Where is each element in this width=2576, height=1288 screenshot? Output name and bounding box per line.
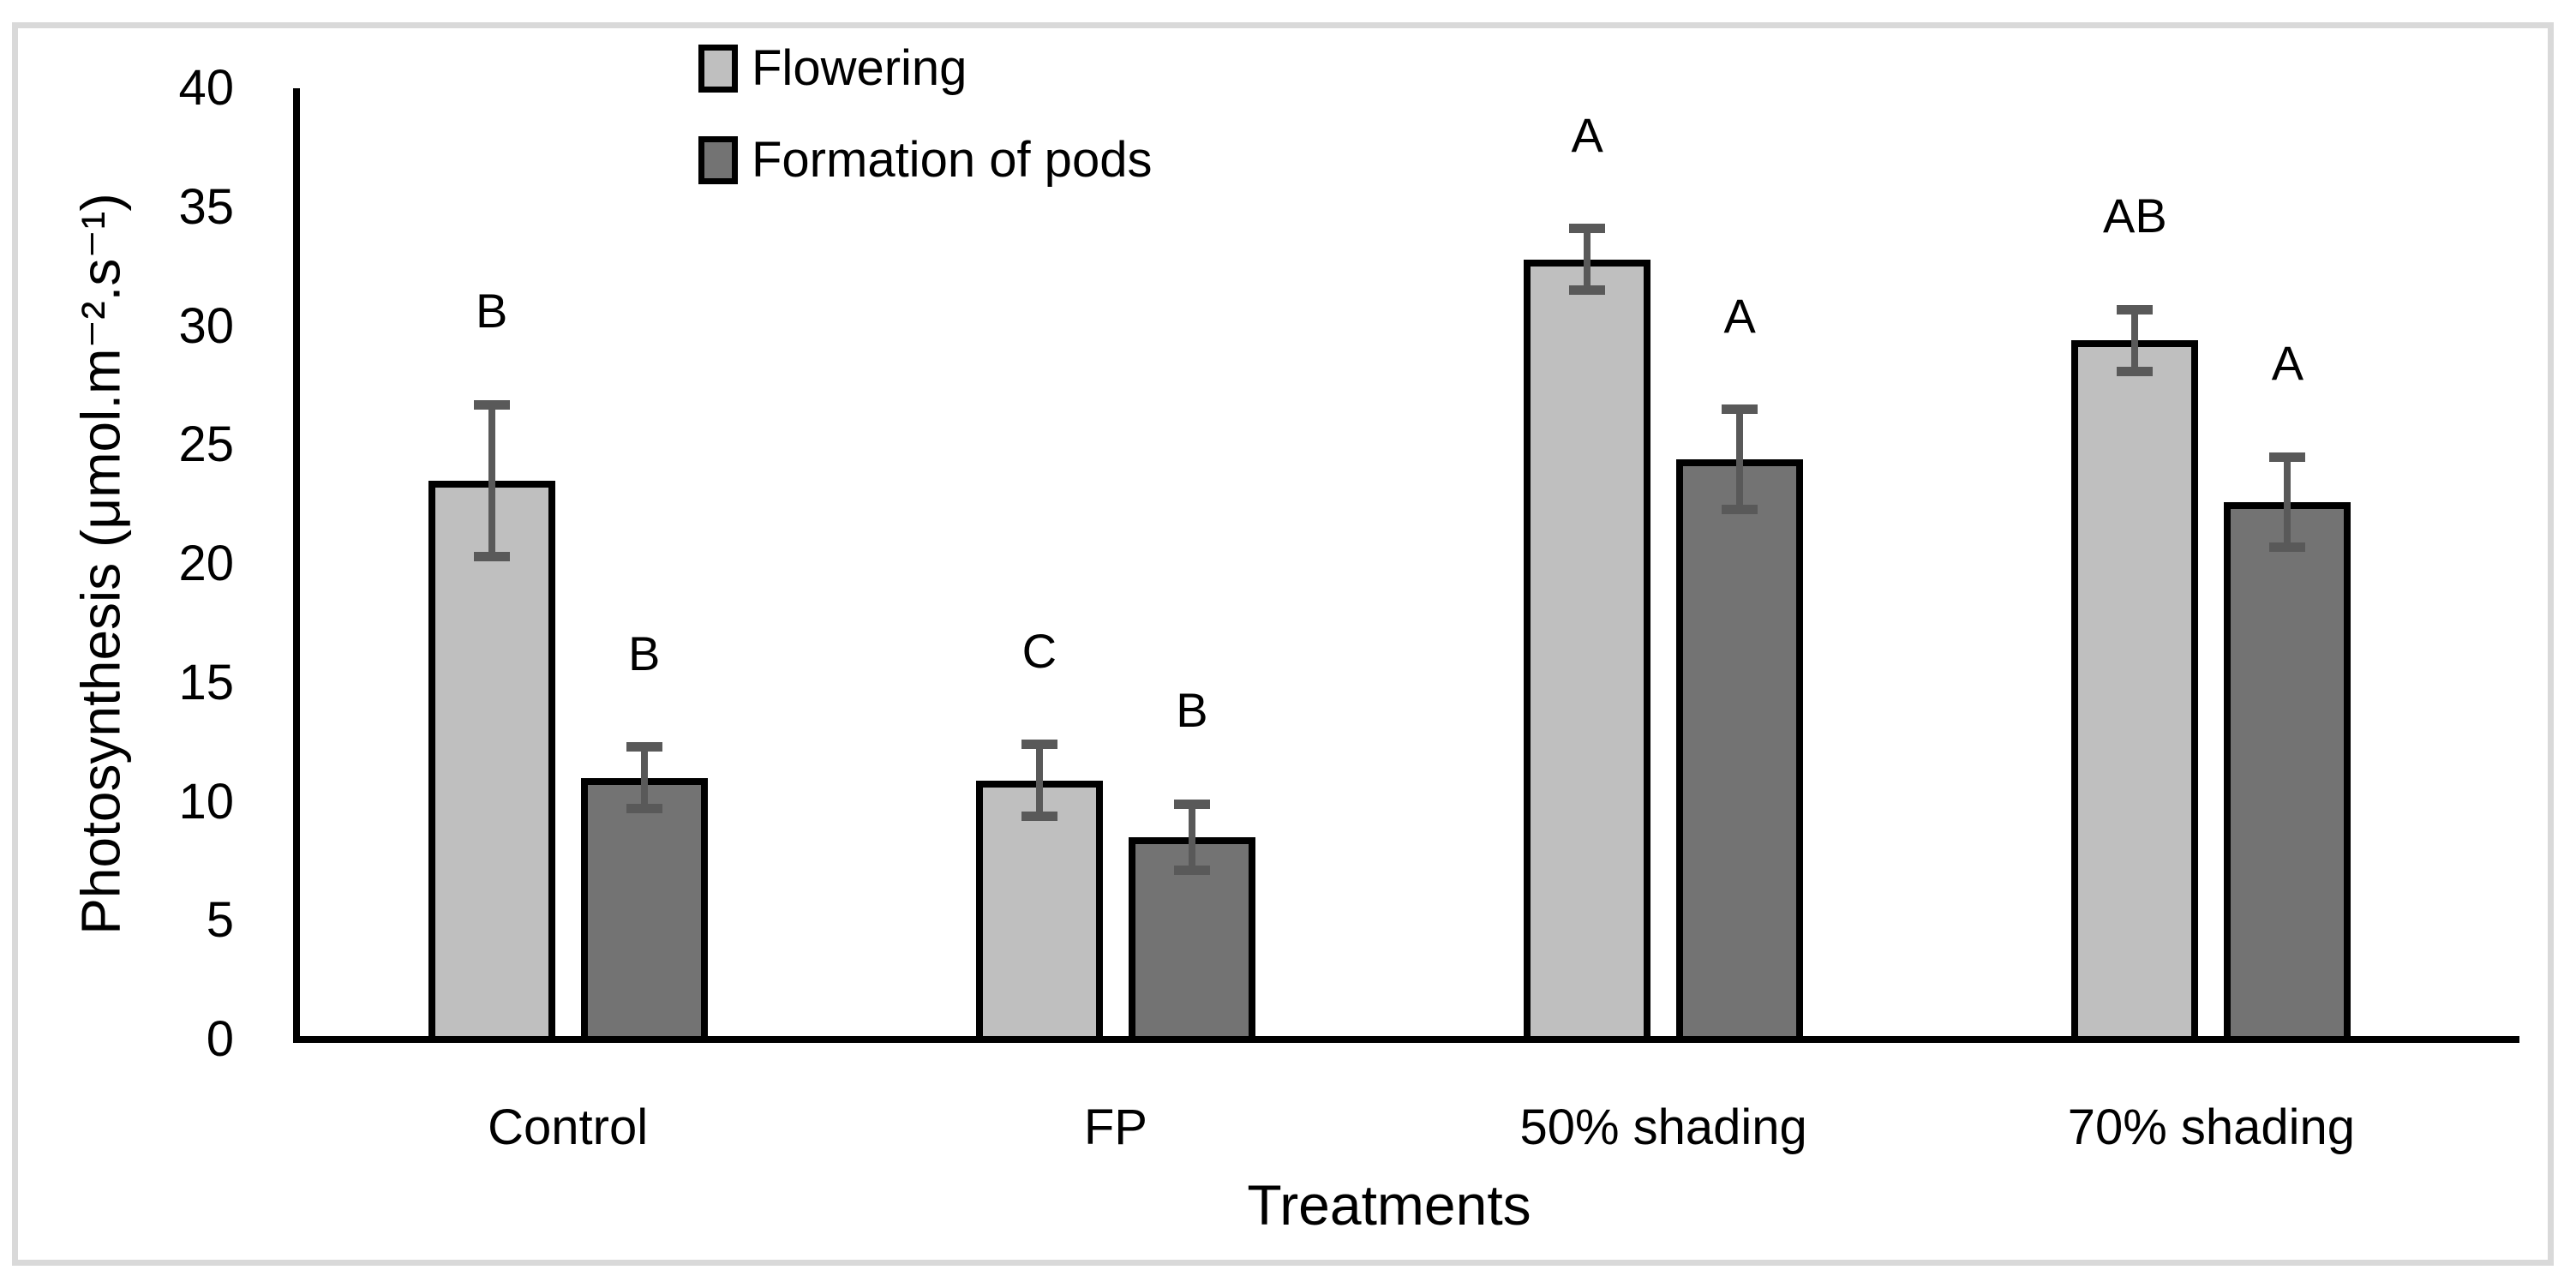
y-axis-line (293, 88, 300, 1043)
error-bar (2131, 309, 2139, 372)
error-bar-bottom-cap (626, 804, 662, 814)
significance-letter: B (1176, 683, 1208, 738)
error-bar (640, 746, 648, 809)
category-label: Control (488, 1099, 649, 1155)
legend: Flowering Formation of pods (698, 39, 1152, 189)
error-bar-bottom-cap (1021, 811, 1057, 821)
y-tick-label: 25 (178, 416, 234, 473)
significance-letter: A (1723, 288, 1756, 343)
legend-marker-icon (698, 44, 738, 93)
significance-letter: B (475, 284, 508, 338)
legend-item: Flowering (698, 39, 1152, 97)
error-bar (2284, 457, 2291, 548)
error-bar-top-cap (1569, 224, 1606, 234)
bar (2071, 340, 2199, 1043)
category-label: FP (1083, 1099, 1147, 1155)
y-tick-label: 5 (206, 892, 234, 949)
bar (2224, 501, 2351, 1043)
y-tick-label: 15 (178, 654, 234, 710)
error-bar-bottom-cap (473, 552, 510, 562)
error-bar-bottom-cap (1569, 285, 1606, 296)
legend-item: Formation of pods (698, 131, 1152, 189)
category-label: 70% shading (2067, 1099, 2356, 1155)
error-bar-top-cap (2269, 452, 2306, 462)
error-bar-bottom-cap (1722, 504, 1758, 514)
error-bar (1188, 804, 1195, 871)
error-bar-top-cap (2117, 304, 2154, 315)
significance-letter: B (627, 626, 661, 680)
error-bar-top-cap (1173, 799, 1210, 809)
y-tick-label: 40 (178, 60, 234, 116)
error-bar-top-cap (473, 399, 510, 410)
legend-marker-icon (698, 135, 738, 184)
significance-letter: AB (2103, 189, 2167, 243)
x-axis-line (293, 1036, 2519, 1043)
bar (428, 480, 555, 1043)
legend-label: Flowering (752, 40, 967, 96)
bar (1676, 458, 1804, 1043)
significance-letter: A (2271, 336, 2304, 391)
error-bar-bottom-cap (2117, 366, 2154, 376)
error-bar (488, 404, 495, 557)
legend-label: Formation of pods (752, 132, 1153, 188)
bar (580, 777, 708, 1043)
x-axis-title: Treatments (1247, 1173, 1531, 1237)
y-tick-label: 10 (178, 773, 234, 830)
y-tick-label: 30 (178, 297, 234, 354)
error-bar (1584, 228, 1591, 291)
y-tick-label: 0 (206, 1011, 234, 1067)
y-tick-label: 35 (178, 178, 234, 235)
error-bar-top-cap (626, 742, 662, 752)
error-bar (1035, 744, 1043, 817)
error-bar-top-cap (1722, 404, 1758, 415)
significance-letter: A (1571, 107, 1603, 162)
error-bar-bottom-cap (2269, 542, 2306, 553)
error-bar-bottom-cap (1173, 866, 1210, 876)
error-bar (1736, 409, 1744, 510)
significance-letter: C (1021, 623, 1057, 678)
bar (1524, 259, 1651, 1043)
y-tick-label: 20 (178, 536, 234, 591)
error-bar-top-cap (1021, 740, 1057, 750)
category-label: 50% shading (1519, 1099, 1807, 1155)
